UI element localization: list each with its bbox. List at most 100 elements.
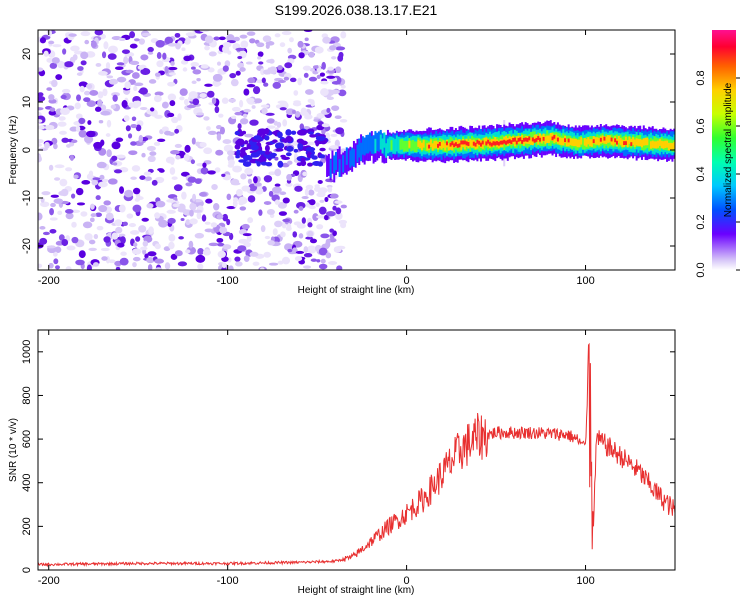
spectrogram-noise-blob [308,131,314,135]
spectrogram-noise-blob [222,244,232,250]
spectrogram-noise-blob [158,168,165,173]
spectrogram-noise-blob [65,266,72,270]
spectrogram-noise-blob [329,228,335,233]
spectrogram-noise-blob [253,176,258,184]
spectrogram-noise-blob [293,209,299,214]
spectrogram-noise-blob [155,267,162,270]
spectrogram-signal-segment [560,137,563,146]
spectrogram-noise-blob [330,133,338,138]
spectrogram-noise-blob [183,55,192,62]
spectrogram-noise-blob [336,265,343,270]
spectrogram-signal-segment [583,138,586,146]
spectrogram-signal-segment [472,141,475,146]
spectrogram-signal-segment [456,144,459,148]
spectrogram-noise-blob [325,132,331,139]
spectrogram-noise-blob [143,171,152,176]
spectrogram-noise-blob [307,98,313,103]
spectrogram-signal-segment [515,136,518,145]
spectrogram-noise-blob [48,164,54,171]
spectrogram-noise-blob [88,247,97,252]
spectrogram-noise-blob [285,129,292,136]
spectrogram-noise-blob [263,152,273,159]
spectrogram-noise-blob [115,226,123,234]
spectrogram-signal-segment [406,140,409,152]
spectrogram-noise-blob [316,215,325,219]
spectrogram-signal-segment [624,136,627,145]
spectrogram-noise-blob [95,212,102,218]
spectrogram-signal-segment [503,139,506,144]
spectrogram-noise-blob [330,89,340,95]
spectrogram-noise-blob [228,265,234,270]
spectrogram-noise-blob [147,264,153,270]
spectrogram-noise-blob [138,89,147,94]
spectrogram-noise-blob [234,111,243,116]
spectrogram-noise-blob [239,206,247,211]
spectrogram-noise-blob [286,222,292,230]
spectrogram-noise-blob [301,195,309,200]
spectrogram-noise-blob [252,261,260,266]
spectrogram-noise-blob [71,193,76,199]
spectrogram-signal-segment [662,141,665,149]
spectrogram-noise-blob [246,84,256,88]
spectrogram-signal-segment [623,141,626,145]
x-tick-label: -100 [217,575,239,587]
spectrogram-noise-blob [298,52,305,59]
spectrogram-noise-blob [256,42,265,48]
spectrogram-noise-blob [188,240,194,249]
spectrogram-noise-blob [194,178,202,184]
spectrogram-noise-blob [240,147,246,155]
spectrogram-noise-blob [243,88,250,96]
spectrogram-noise-blob [233,36,240,42]
spectrogram-noise-blob [286,145,294,152]
spectrogram-noise-blob [267,67,272,75]
spectrogram-signal-segment [404,140,407,152]
spectrogram-noise-blob [226,150,235,156]
spectrogram-noise-blob [151,179,158,186]
spectrogram-noise-blob [298,143,304,150]
spectrogram-signal-segment [370,136,373,154]
spectrogram-noise-blob [264,135,270,141]
spectrogram-noise-blob [100,110,111,116]
spectrogram-noise-blob [190,159,196,165]
spectrogram-noise-blob [334,200,343,204]
spectrogram-noise-blob [185,249,191,254]
spectrogram-noise-blob [167,93,177,101]
spectrogram-noise-blob [264,150,270,155]
spectrogram-noise-blob [274,33,281,38]
spectrogram-noise-blob [246,97,255,103]
spectrogram-noise-blob [147,46,154,53]
spectrogram-signal-segment [649,141,652,149]
spectrogram-noise-blob [196,77,201,82]
spectrogram-signal-segment [429,139,432,148]
spectrogram-noise-blob [199,142,207,148]
spectrogram-signal-segment [607,135,610,143]
spectrogram-signal-segment [440,141,443,150]
spectrogram-noise-blob [199,30,210,33]
spectrogram-signal-segment [621,139,624,147]
spectrogram-noise-blob [149,151,157,156]
spectrogram-noise-blob [253,98,263,104]
spectrogram-noise-blob [53,258,59,265]
spectrogram-noise-blob [118,233,126,237]
spectrogram-signal-segment [335,151,338,170]
spectrogram-noise-blob [243,241,251,248]
spectrogram-noise-blob [265,112,275,116]
spectrogram-signal-segment [556,137,559,142]
spectrogram-noise-blob [86,264,92,270]
spectrogram-signal-segment [655,141,658,149]
spectrogram-noise-blob [57,121,67,127]
spectrogram-noise-blob [171,116,179,124]
spectrogram-noise-blob [74,102,81,110]
spectrogram-noise-blob [264,235,271,240]
spectrogram-noise-blob [217,242,225,247]
spectrogram-noise-blob [102,88,108,97]
y-tick-label: 1000 [21,340,33,364]
spectrogram-signal-segment [513,137,516,142]
spectrogram-noise-blob [54,177,61,181]
spectrogram-noise-blob [224,60,231,67]
spectrogram-signal-segment [478,140,481,145]
spectrogram-signal-segment [512,138,515,142]
spectrogram-noise-blob [191,137,196,145]
spectrogram-noise-blob [156,52,162,59]
spectrogram-signal-segment [343,150,346,173]
